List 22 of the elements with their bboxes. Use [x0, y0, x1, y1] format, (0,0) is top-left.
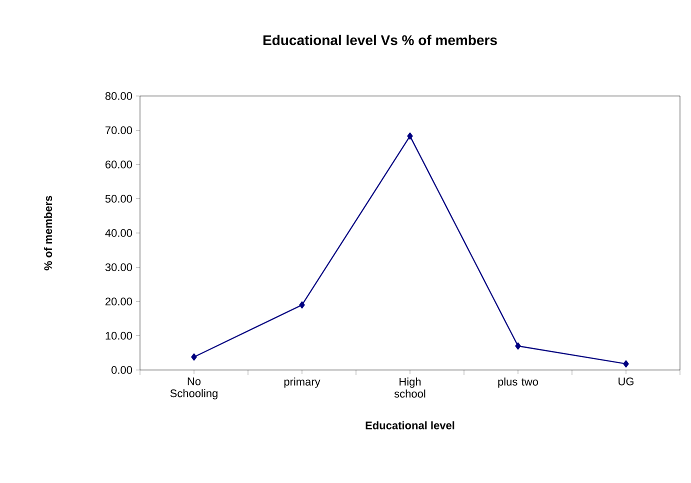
y-tick-label: 0.00	[111, 366, 132, 374]
point	[407, 132, 413, 140]
y-tick-label: 10.00	[106, 332, 132, 340]
x-tick-label: UG	[618, 378, 634, 386]
point	[191, 353, 197, 361]
y-axis-title: % of members	[44, 196, 52, 270]
x-tick-label: plus two	[498, 378, 538, 388]
point	[299, 301, 305, 309]
point	[515, 342, 521, 350]
y-tick-label: 40.00	[105, 229, 132, 237]
y-tick-label: 60.00	[106, 160, 132, 168]
x-tick-label: No Schooling	[170, 378, 218, 400]
point	[623, 360, 629, 368]
y-tick-label: 70.00	[106, 126, 132, 134]
y-tick-label: 50.00	[105, 194, 132, 203]
x-axis-title: Educational level	[366, 421, 454, 430]
y-tick-label: 20.00	[105, 298, 132, 306]
chart-title: Educational level Vs % of members	[263, 34, 497, 46]
x-tick-label: High school	[394, 378, 426, 398]
x-tick-label: primary	[284, 378, 320, 388]
y-tick-label: 80.00	[105, 92, 132, 100]
y-tick-label: 30.00	[105, 263, 132, 272]
